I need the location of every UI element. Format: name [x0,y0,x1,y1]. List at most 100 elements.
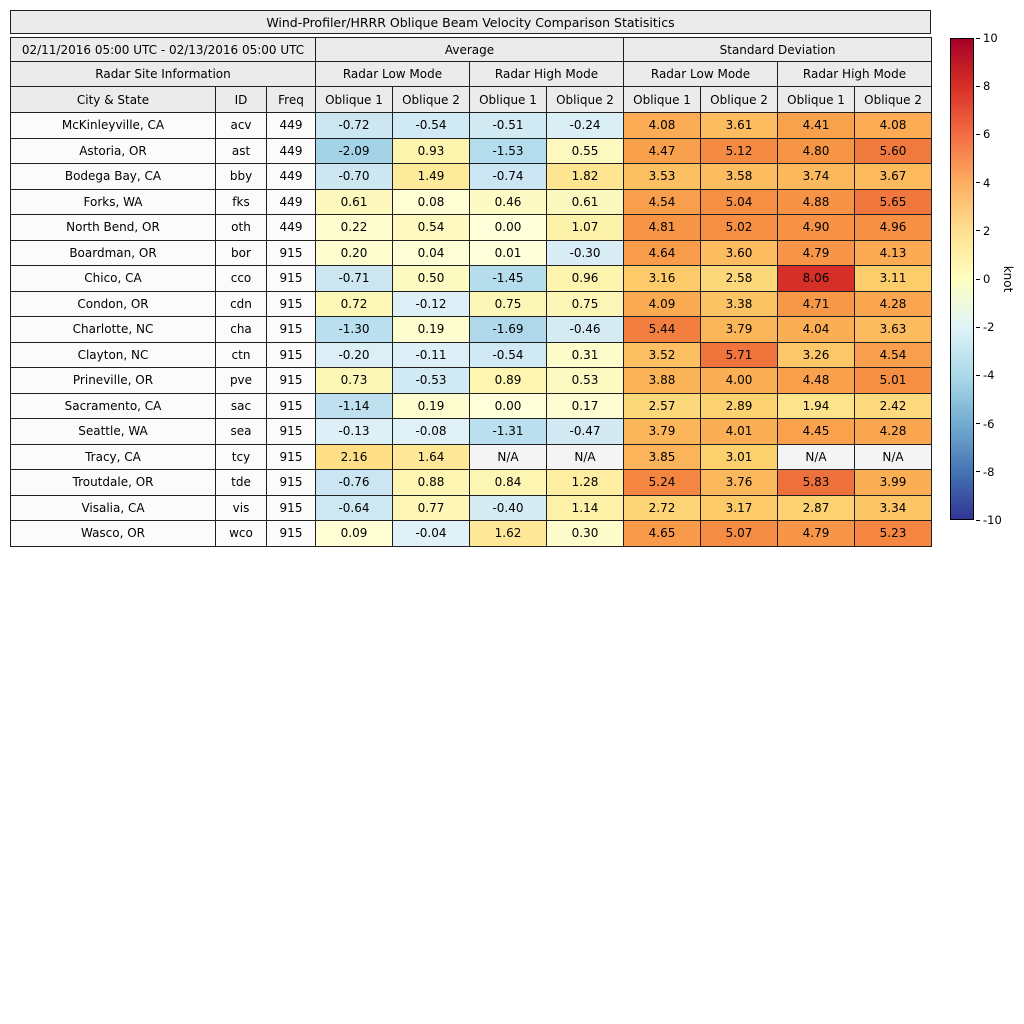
value-cell: -1.53 [469,137,547,164]
value-cell: N/A [777,443,856,470]
value-cell: 5.65 [854,188,933,215]
site-id-cell: pve [215,367,267,394]
table-row: North Bend, OR oth 449 0.22 0.54 0.00 1.07 4.81… [10,214,933,241]
value-cell: 3.17 [700,494,779,521]
col-header-std-high-oblique2: Oblique 2 [854,86,933,113]
site-id-cell: bor [215,239,267,266]
value-cell: -0.40 [469,494,547,521]
value-cell: 0.19 [392,316,470,343]
colorbar-tick-label: -6 [983,416,995,431]
col-header-std-low-oblique1: Oblique 1 [623,86,702,113]
site-id-cell: cdn [215,290,267,317]
city-state-cell: Prineville, OR [10,367,216,394]
col-header-avg-high-oblique1: Oblique 1 [469,86,547,113]
value-cell: 0.50 [392,265,470,292]
value-cell: 1.14 [545,494,625,521]
value-cell: 0.89 [469,367,547,394]
value-cell: 1.94 [777,392,856,419]
city-state-cell: McKinleyville, CA [10,112,216,139]
site-id-cell: ctn [215,341,267,368]
value-cell: 4.13 [854,239,933,266]
value-cell: 3.79 [623,418,702,445]
value-cell: 0.61 [315,188,393,215]
group-header-site-info: Radar Site Information [10,61,316,87]
value-cell: 0.31 [545,341,625,368]
value-cell: 2.87 [777,494,856,521]
table-row: Forks, WA fks 449 0.61 0.08 0.46 0.61 4.54 5.04 4… [10,188,933,215]
table-row: Troutdale, OR tde 915 -0.76 0.88 0.84 1.28 5.24… [10,469,933,496]
colorbar-tick-mark [976,326,980,328]
value-cell: 3.53 [623,163,702,190]
value-cell: 0.75 [545,290,625,317]
value-cell: 4.79 [777,239,856,266]
value-cell: 4.09 [623,290,702,317]
site-id-cell: cco [215,265,267,292]
value-cell: 4.41 [777,112,856,139]
value-cell: -0.46 [545,316,625,343]
colorbar-tick-label: 2 [983,223,991,238]
freq-cell: 449 [266,112,316,139]
value-cell: 3.76 [700,469,779,496]
value-cell: 3.16 [623,265,702,292]
site-id-cell: sac [215,392,267,419]
value-cell: 5.83 [777,469,856,496]
colorbar-tick-mark [976,230,980,232]
freq-cell: 915 [266,494,316,521]
group-header-avg-low-mode: Radar Low Mode [315,61,470,87]
site-id-cell: wco [215,520,267,547]
value-cell: 1.64 [392,443,470,470]
colorbar-tick-label: -4 [983,368,995,383]
colorbar-tick-mark [976,133,980,135]
freq-cell: 449 [266,214,316,241]
value-cell: 0.17 [545,392,625,419]
value-cell: 0.46 [469,188,547,215]
value-cell: 4.45 [777,418,856,445]
site-id-cell: sea [215,418,267,445]
value-cell: 4.04 [777,316,856,343]
value-cell: 5.60 [854,137,933,164]
site-id-cell: fks [215,188,267,215]
colorbar-tick-mark [976,182,980,184]
value-cell: 4.00 [700,367,779,394]
value-cell: 0.00 [469,392,547,419]
value-cell: 3.58 [700,163,779,190]
value-cell: 0.77 [392,494,470,521]
value-cell: 3.63 [854,316,933,343]
colorbar-tick-label: 0 [983,272,991,286]
city-state-cell: Seattle, WA [10,418,216,445]
value-cell: 5.24 [623,469,702,496]
value-cell: -0.64 [315,494,393,521]
value-cell: 4.71 [777,290,856,317]
value-cell: 0.09 [315,520,393,547]
value-cell: -0.12 [392,290,470,317]
value-cell: -0.72 [315,112,393,139]
value-cell: N/A [545,443,625,470]
value-cell: 0.88 [392,469,470,496]
value-cell: -0.30 [545,239,625,266]
freq-cell: 915 [266,316,316,343]
value-cell: 4.79 [777,520,856,547]
value-cell: -0.51 [469,112,547,139]
city-state-cell: Condon, OR [10,290,216,317]
group-header-std-high-mode: Radar High Mode [777,61,933,87]
value-cell: 5.02 [700,214,779,241]
freq-cell: 915 [266,265,316,292]
city-state-cell: Charlotte, NC [10,316,216,343]
value-cell: -0.71 [315,265,393,292]
freq-cell: 915 [266,392,316,419]
col-header-avg-high-oblique2: Oblique 2 [545,86,625,113]
value-cell: 4.54 [623,188,702,215]
freq-cell: 449 [266,137,316,164]
date-range: 02/11/2016 05:00 UTC - 02/13/2016 05:00 … [10,37,316,62]
value-cell: 5.07 [700,520,779,547]
value-cell: N/A [469,443,547,470]
table-row: Astoria, OR ast 449 -2.09 0.93 -1.53 0.55 4.47 5… [10,137,933,164]
group-header-std-low-mode: Radar Low Mode [623,61,779,87]
value-cell: 3.67 [854,163,933,190]
value-cell: 0.73 [315,367,393,394]
value-cell: 4.01 [700,418,779,445]
table-row: Wasco, OR wco 915 0.09 -0.04 1.62 0.30 4.65 5.07… [10,520,933,547]
value-cell: 4.96 [854,214,933,241]
city-state-cell: Visalia, CA [10,494,216,521]
value-cell: -0.74 [469,163,547,190]
